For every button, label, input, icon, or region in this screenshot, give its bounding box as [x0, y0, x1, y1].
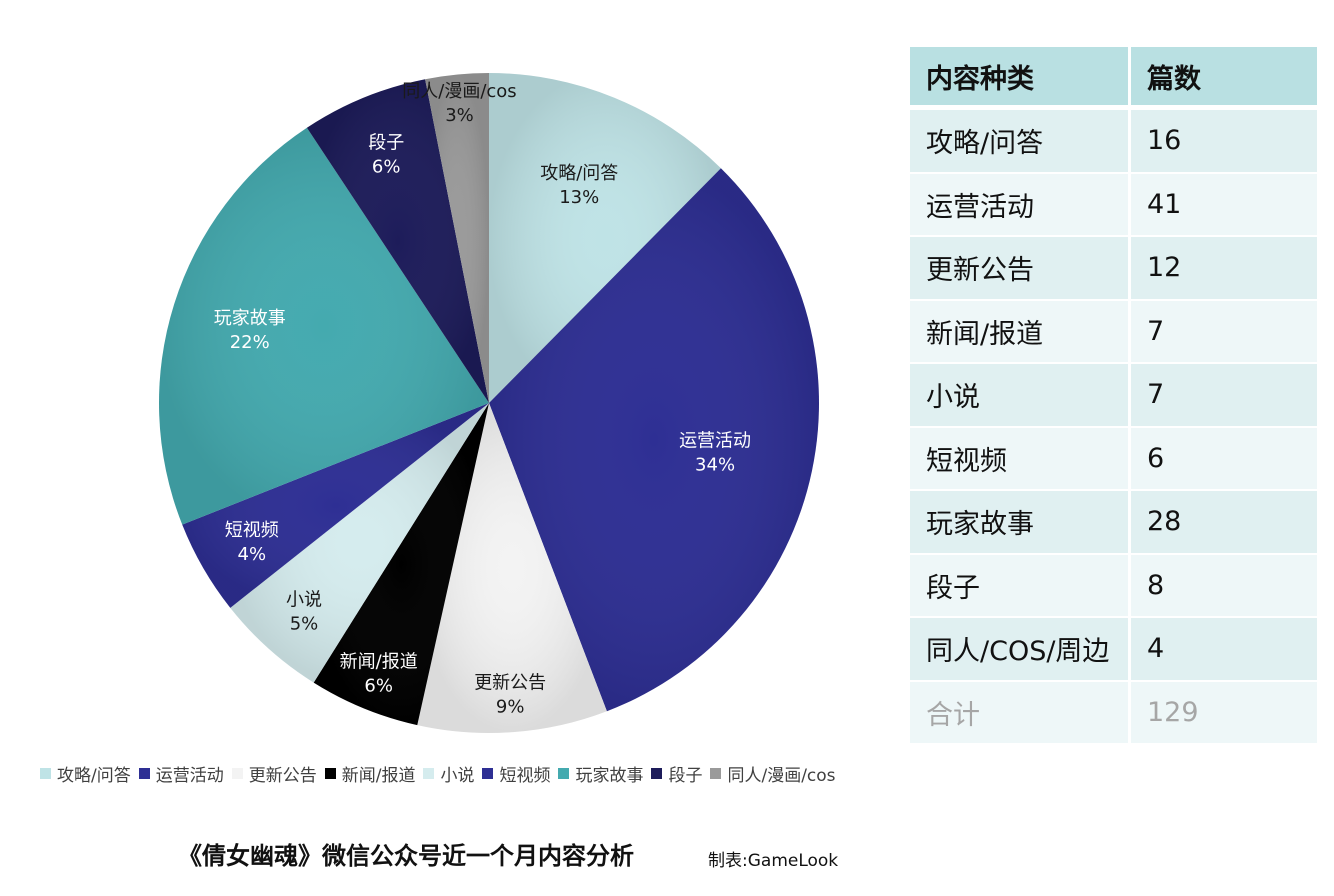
- row-count: 12: [1131, 237, 1317, 301]
- row-category: 同人/COS/周边: [910, 618, 1131, 682]
- legend-swatch: [138, 767, 150, 779]
- slice-percent-label: 9%: [496, 697, 525, 718]
- pie-slice-shading: [306, 79, 489, 404]
- legend-swatch: [40, 767, 51, 779]
- legend-item: 小说: [423, 761, 474, 786]
- table-row: 同人/COS/周边 4: [910, 618, 1317, 682]
- slice-percent-label: 13%: [559, 187, 599, 208]
- table-row: 段子 8: [910, 554, 1317, 618]
- legend-swatch: [423, 767, 435, 779]
- row-category: 小说: [910, 364, 1131, 428]
- slice-category-label: 玩家故事: [214, 308, 286, 329]
- legend-label: 运营活动: [155, 765, 224, 786]
- pie-slice-shading: [489, 168, 819, 712]
- table-row: 玩家故事 28: [910, 491, 1317, 555]
- pie-slice-shading: [417, 403, 607, 733]
- table-row: 新闻/报道 7: [910, 300, 1317, 364]
- legend-label: 新闻/报道: [341, 765, 416, 786]
- slice-percent-label: 4%: [238, 544, 267, 565]
- table-row: 更新公告 12: [910, 237, 1317, 301]
- slice-category-label: 同人/漫画/cos: [402, 81, 516, 102]
- legend-label: 更新公告: [248, 765, 317, 786]
- row-category: 段子: [910, 554, 1131, 618]
- slice-percent-label: 6%: [372, 157, 401, 178]
- pie-slice-shading: [182, 403, 489, 608]
- row-category: 运营活动: [910, 173, 1131, 237]
- row-count: 7: [1131, 300, 1317, 364]
- pie-slice-shading: [489, 73, 721, 403]
- legend-item: 运营活动: [138, 761, 224, 786]
- pie-slice-shading: [159, 127, 489, 525]
- slice-category-label: 更新公告: [474, 673, 546, 694]
- pie-slice-shading: [425, 73, 489, 403]
- row-category: 新闻/报道: [910, 300, 1131, 364]
- slice-percent-label: 6%: [364, 676, 393, 697]
- row-category: 玩家故事: [910, 491, 1131, 555]
- row-count: 7: [1131, 364, 1317, 428]
- legend-swatch: [231, 767, 243, 779]
- row-count: 41: [1131, 173, 1317, 237]
- table-total-row: 合计 129: [910, 681, 1317, 745]
- chart-legend: 攻略/问答 运营活动 更新公告 新闻/报道 小说 短视频 玩家故事 段子 同人/漫画/cos: [40, 760, 844, 786]
- table-row: 小说 7: [910, 364, 1317, 428]
- legend-item: 段子: [651, 761, 702, 786]
- slice-category-label: 短视频: [225, 520, 279, 541]
- legend-item: 新闻/报道: [324, 761, 416, 786]
- legend-item: 同人/漫画/cos: [710, 761, 836, 786]
- legend-swatch: [482, 767, 494, 779]
- table-row: 攻略/问答 16: [910, 110, 1317, 174]
- legend-swatch: [651, 767, 663, 779]
- row-count: 28: [1131, 491, 1317, 555]
- slice-percent-label: 22%: [230, 332, 270, 353]
- row-count: 4: [1131, 618, 1317, 682]
- row-count: 8: [1131, 554, 1317, 618]
- slice-percent-label: 5%: [290, 613, 319, 634]
- slice-percent-label: 34%: [695, 454, 735, 475]
- content-table: 内容种类 篇数 攻略/问答 16 运营活动 41 更新公告 12 新闻/报道 7: [910, 47, 1317, 745]
- legend-label: 小说: [440, 765, 475, 786]
- total-count: 129: [1131, 681, 1317, 745]
- slice-percent-label: 3%: [445, 105, 474, 126]
- row-count: 16: [1131, 110, 1317, 174]
- legend-label: 段子: [668, 765, 703, 786]
- row-category: 短视频: [910, 427, 1131, 491]
- header-category: 内容种类: [910, 47, 1131, 110]
- slice-category-label: 攻略/问答: [540, 163, 618, 184]
- table-row: 短视频 6: [910, 427, 1317, 491]
- legend-item: 玩家故事: [558, 761, 643, 786]
- legend-label: 短视频: [499, 765, 551, 786]
- row-category: 攻略/问答: [910, 110, 1131, 174]
- legend-label: 玩家故事: [575, 765, 644, 786]
- footer-credit: 制表:GameLook: [708, 851, 839, 871]
- row-count: 6: [1131, 427, 1317, 491]
- legend-label: 攻略/问答: [57, 765, 131, 786]
- total-label: 合计: [910, 681, 1131, 745]
- header-count: 篇数: [1131, 47, 1317, 110]
- table-row: 运营活动 41: [910, 173, 1317, 237]
- table-header-row: 内容种类 篇数: [910, 47, 1317, 110]
- legend-swatch: [558, 767, 570, 779]
- slice-category-label: 运营活动: [679, 430, 751, 451]
- legend-item: 更新公告: [231, 761, 317, 786]
- slice-category-label: 段子: [368, 133, 404, 154]
- legend-label: 同人/漫画/cos: [727, 765, 836, 786]
- pie-slice-shading: [230, 403, 489, 683]
- slice-category-label: 小说: [286, 589, 322, 610]
- legend-item: 短视频: [482, 761, 550, 786]
- footer-title: 《倩女幽魂》微信公众号近一个月内容分析: [178, 842, 634, 870]
- legend-swatch: [710, 767, 722, 779]
- row-category: 更新公告: [910, 237, 1131, 301]
- legend-swatch: [324, 767, 336, 779]
- legend-item: 攻略/问答: [40, 761, 131, 786]
- pie-slice-shading: [313, 403, 489, 726]
- slice-category-label: 新闻/报道: [340, 652, 418, 673]
